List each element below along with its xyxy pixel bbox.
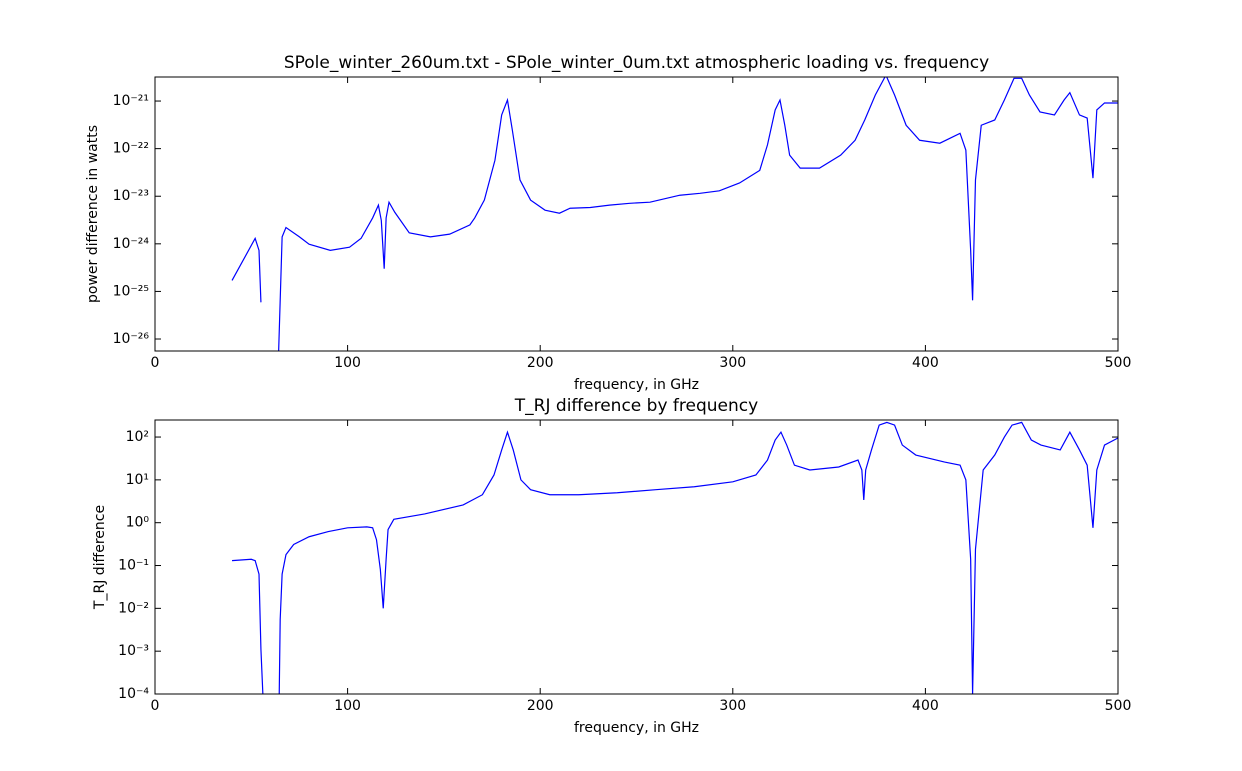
axes-frame bbox=[154, 419, 1119, 695]
x-tick-label: 100 bbox=[334, 698, 361, 714]
y-axis-label: power difference in watts bbox=[85, 125, 101, 303]
y-tick-label: 10⁻⁴ bbox=[118, 686, 149, 702]
y-tick-label: 10⁻²⁴ bbox=[113, 236, 150, 252]
x-axis-label: frequency, in GHz bbox=[574, 720, 699, 736]
y-tick-label: 10¹ bbox=[126, 472, 149, 488]
x-tick-label: 100 bbox=[334, 355, 361, 371]
axes-frame bbox=[154, 76, 1119, 352]
y-tick-label: 10⁻²⁵ bbox=[113, 283, 149, 299]
plot-area bbox=[231, 77, 1118, 351]
y-tick-label: 10⁻³ bbox=[118, 643, 149, 659]
y-tick-label: 10⁰ bbox=[126, 515, 150, 531]
y-tick-label: 10² bbox=[126, 429, 149, 445]
y-tick-label: 10⁻²³ bbox=[113, 188, 149, 204]
y-axis-label: T_RJ difference bbox=[92, 505, 108, 610]
y-tick-label: 10⁻²² bbox=[113, 141, 149, 157]
x-axis-label: frequency, in GHz bbox=[574, 377, 699, 393]
y-tick-label: 10⁻²⁶ bbox=[113, 331, 150, 347]
plot-area bbox=[231, 421, 1118, 694]
x-tick-label: 200 bbox=[527, 355, 554, 371]
x-tick-label: 0 bbox=[151, 698, 160, 714]
x-tick-label: 400 bbox=[912, 698, 939, 714]
x-tick-label: 200 bbox=[527, 698, 554, 714]
x-tick-label: 500 bbox=[1105, 698, 1132, 714]
x-tick-label: 400 bbox=[912, 355, 939, 371]
chart-title: SPole_winter_260um.txt - SPole_winter_0u… bbox=[284, 53, 989, 73]
y-tick-label: 10⁻¹ bbox=[118, 558, 149, 574]
data-line bbox=[231, 77, 1118, 351]
x-tick-label: 300 bbox=[719, 698, 746, 714]
y-tick-label: 10⁻² bbox=[118, 600, 149, 616]
x-tick-label: 300 bbox=[719, 355, 746, 371]
chart-title: T_RJ difference by frequency bbox=[514, 396, 758, 416]
data-line bbox=[231, 421, 1118, 694]
y-tick-label: 10⁻²¹ bbox=[113, 93, 149, 109]
x-tick-label: 500 bbox=[1105, 355, 1132, 371]
x-tick-label: 0 bbox=[151, 355, 160, 371]
